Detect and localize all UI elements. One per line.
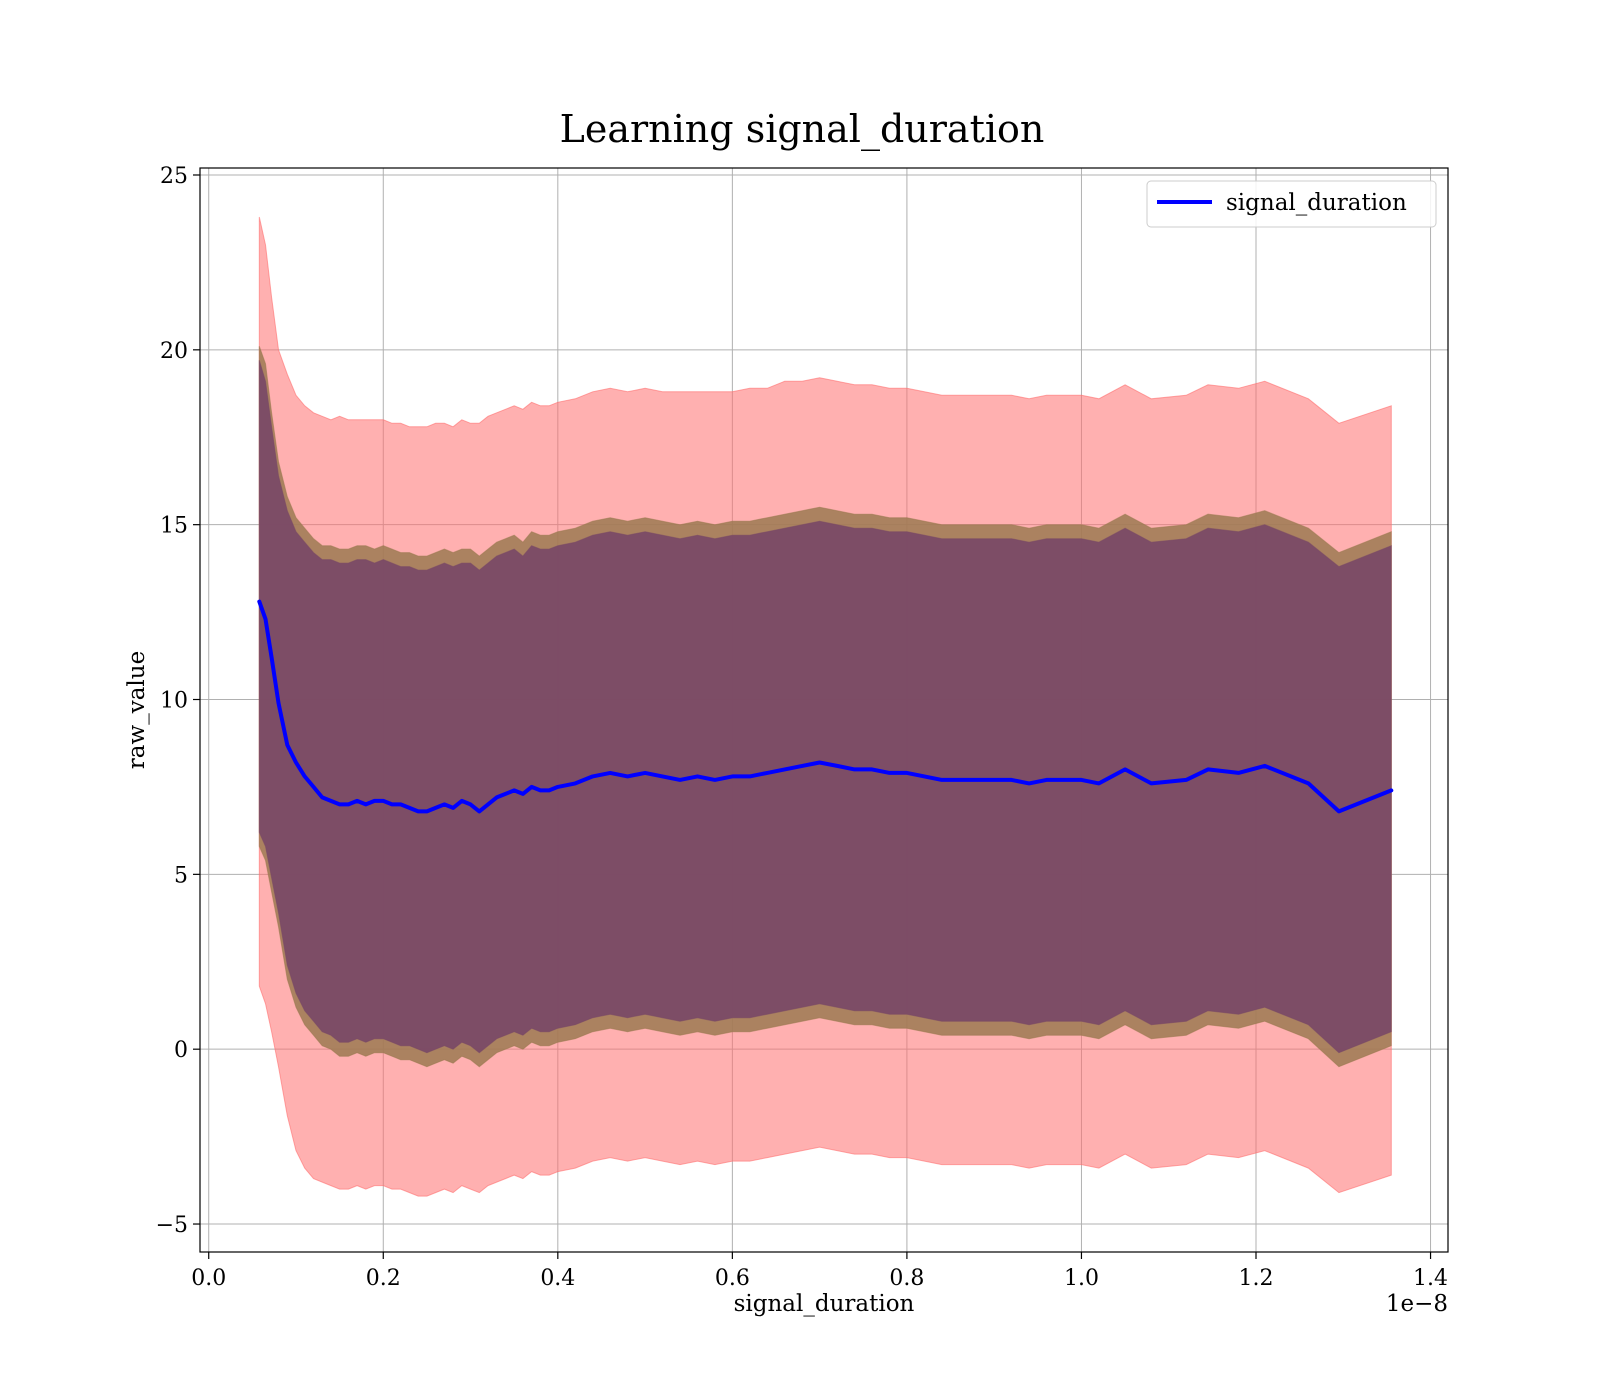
legend-box: [1146, 180, 1437, 228]
x-tick-label-0: 0.0: [191, 1266, 226, 1291]
legend-label: signal_duration: [1226, 190, 1407, 216]
inner-band: [258, 360, 1392, 1054]
legend: signal_duration: [1146, 180, 1437, 228]
x-axis-label: signal_duration: [734, 1291, 915, 1317]
y-axis-ticks: −5 0 5 10 15 20 25: [156, 164, 200, 1238]
x-tick-label-1: 0.2: [366, 1266, 401, 1291]
series-line-0: [257, 599, 1394, 814]
y-tick-label-6: 25: [160, 164, 188, 189]
x-axis-offset-label: 1e−8: [1386, 1291, 1448, 1317]
x-tick-label-5: 1.0: [1064, 1266, 1099, 1291]
y-axis-label: raw_value: [124, 651, 150, 769]
y-tick-label-4: 15: [160, 514, 188, 539]
x-tick-label-3: 0.6: [715, 1266, 750, 1291]
x-tick-label-7: 1.4: [1413, 1266, 1448, 1291]
x-tick-label-4: 0.8: [889, 1266, 924, 1291]
plot-frame: [199, 167, 1449, 1253]
chart-title: Learning signal_duration: [560, 107, 1045, 152]
bands: [258, 216, 1392, 1197]
y-tick-label-1: 0: [174, 1038, 188, 1063]
x-tick-label-6: 1.2: [1239, 1266, 1274, 1291]
y-tick-label-2: 5: [174, 863, 188, 888]
series-lines: [257, 599, 1394, 814]
x-tick-label-2: 0.4: [540, 1266, 575, 1291]
x-axis-ticks: 0.0 0.2 0.4 0.6 0.8 1.0 1.2 1.4: [191, 1252, 1448, 1291]
y-tick-label-5: 20: [160, 339, 188, 364]
y-tick-label-3: 10: [160, 689, 188, 714]
y-tick-label-0: −5: [156, 1213, 188, 1238]
